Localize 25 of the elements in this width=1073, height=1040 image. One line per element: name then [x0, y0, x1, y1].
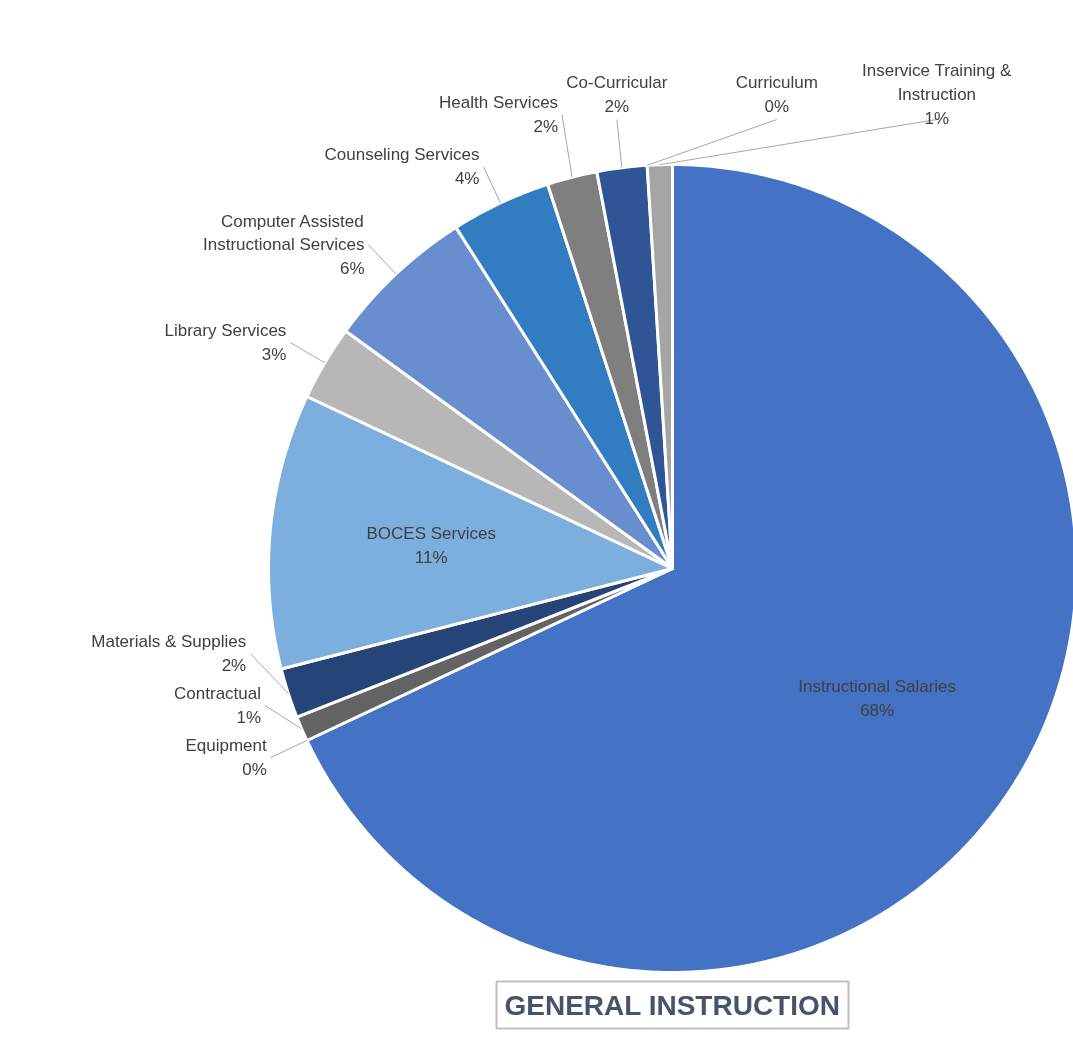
slice-label: Computer Assisted Instructional Services [202, 211, 365, 255]
data-label: 2% [533, 117, 559, 137]
slice-label: Health Services [439, 93, 559, 113]
slice-label: Counseling Services [324, 145, 480, 165]
slice-label: Materials & Supplies [91, 632, 247, 652]
data-label: 3% [261, 344, 287, 364]
data-label: 11% [414, 548, 448, 568]
data-label: 1% [924, 108, 950, 128]
slice-label: Contractual [174, 684, 262, 704]
slice-label: Instructional Salaries [798, 677, 957, 697]
slice-label: Co-Curricular [566, 73, 668, 93]
data-label: 1% [236, 707, 262, 727]
text: 0% [242, 759, 267, 779]
text: 0% [764, 96, 790, 116]
legend-label: Equipment [185, 736, 268, 756]
slice-label: Library Services [164, 321, 287, 341]
data-label: 4% [454, 169, 480, 189]
data-label: 2% [221, 655, 247, 675]
text: GENERAL INSTRUCTION [504, 989, 840, 1021]
slice-label: BOCES Services [366, 524, 496, 544]
slice-label: Inservice Training & Instruction [862, 61, 1012, 104]
data-label: 6% [339, 259, 365, 279]
category-label: Curriculum [735, 73, 818, 93]
data-label: 2% [604, 96, 630, 116]
data-label: 68% [860, 700, 895, 720]
